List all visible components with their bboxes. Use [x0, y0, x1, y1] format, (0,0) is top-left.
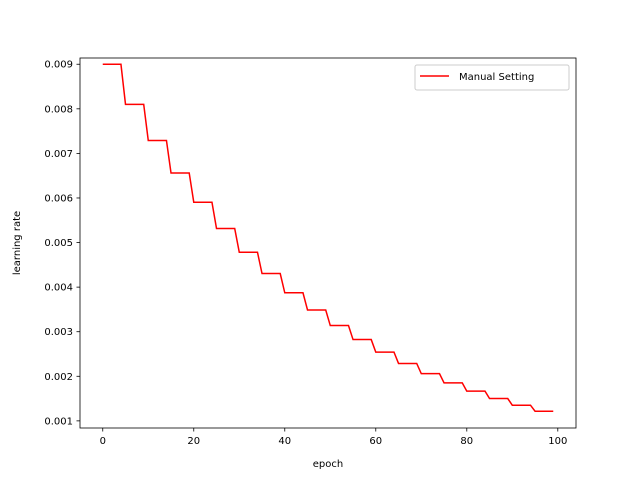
- y-axis: 0.001 0.002 0.003 0.004 0.005 0.006 0.007 0.008…: [44, 60, 80, 427]
- x-tick-label: 60: [369, 436, 382, 447]
- y-axis-label: learning rate: [12, 211, 23, 275]
- y-tick-label: 0.004: [44, 283, 73, 294]
- legend: Manual Setting: [414, 64, 570, 91]
- legend-box: [414, 64, 570, 91]
- y-tick-label: 0.005: [44, 238, 73, 249]
- y-tick-label: 0.007: [44, 149, 73, 160]
- x-tick-label: 80: [460, 436, 473, 447]
- series-line-manual-setting: [102, 63, 554, 412]
- y-tick-label: 0.008: [44, 104, 73, 115]
- y-tick-label: 0.009: [44, 60, 73, 71]
- x-axis: 0 20 40 60 80 100: [100, 428, 567, 447]
- y-tick-label: 0.002: [44, 372, 73, 383]
- y-tick-label: 0.001: [44, 416, 73, 427]
- y-tick-label: 0.006: [44, 193, 73, 204]
- y-tick-label: 0.003: [44, 327, 73, 338]
- axes-frame: [79, 57, 577, 429]
- x-tick-label: 20: [187, 436, 200, 447]
- x-tick-label: 40: [278, 436, 291, 447]
- legend-label-manual-setting: Manual Setting: [459, 72, 534, 83]
- x-tick-label: 0: [100, 436, 106, 447]
- plot-area: [79, 57, 577, 429]
- x-axis-label: epoch: [313, 459, 343, 470]
- x-tick-label: 100: [548, 436, 567, 447]
